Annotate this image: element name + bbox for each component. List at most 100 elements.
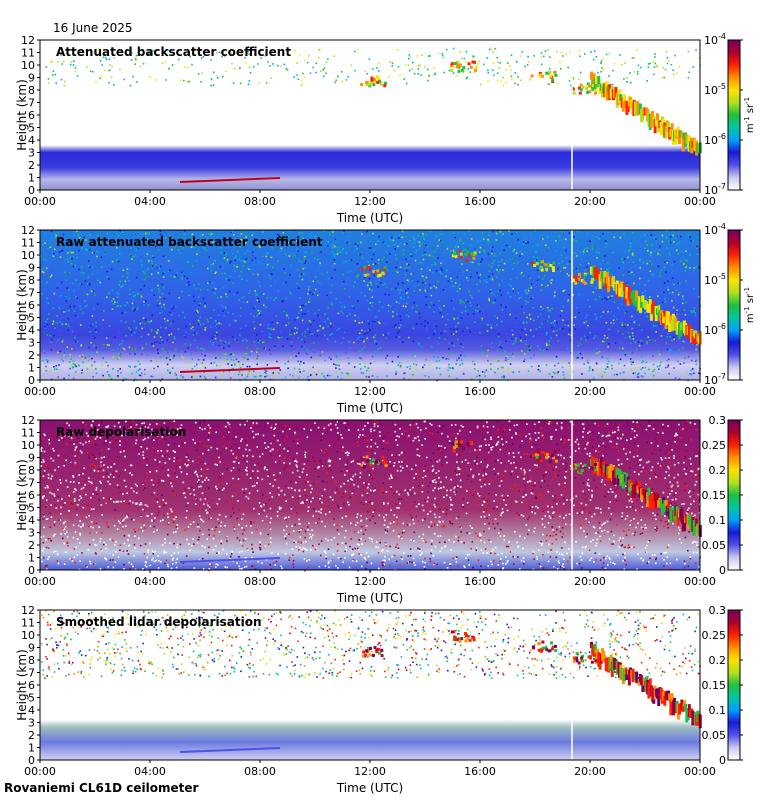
y-tick-label: 6 bbox=[28, 489, 35, 502]
y-tick-label: 5 bbox=[28, 692, 35, 705]
y-axis-label: Height (km) bbox=[15, 649, 29, 720]
panel-title: Attenuated backscatter coefficient bbox=[56, 45, 291, 59]
y-tick-label: 2 bbox=[28, 539, 35, 552]
y-tick-label: 11 bbox=[21, 237, 35, 250]
y-tick-label: 12 bbox=[21, 604, 35, 617]
colorbar-tick-label: 0.3 bbox=[709, 604, 727, 617]
x-axis-label: Time (UTC) bbox=[336, 211, 403, 225]
panel-1: Attenuated backscatter coefficient012345… bbox=[15, 34, 716, 225]
panel-4: Smoothed lidar depolarisation01234567891… bbox=[15, 604, 716, 795]
y-tick-label: 4 bbox=[28, 324, 35, 337]
y-tick-label: 3 bbox=[28, 147, 35, 160]
colorbar-unit: m-1 sr-1 bbox=[743, 97, 756, 133]
y-tick-label: 5 bbox=[28, 502, 35, 515]
y-tick-label: 7 bbox=[28, 287, 35, 300]
x-tick-label: 00:00 bbox=[24, 195, 56, 208]
colorbar-tick-label: 0.2 bbox=[709, 654, 727, 667]
y-tick-label: 1 bbox=[28, 552, 35, 565]
y-tick-label: 8 bbox=[28, 464, 35, 477]
y-tick-label: 7 bbox=[28, 477, 35, 490]
colorbar-tick-label: 0.15 bbox=[702, 489, 727, 502]
x-tick-label: 00:00 bbox=[24, 575, 56, 588]
y-tick-label: 5 bbox=[28, 312, 35, 325]
y-tick-label: 8 bbox=[28, 274, 35, 287]
y-tick-label: 0 bbox=[28, 564, 35, 577]
y-tick-label: 9 bbox=[28, 72, 35, 85]
colorbar-tick-label: 10-7 bbox=[704, 372, 726, 387]
y-tick-label: 3 bbox=[28, 717, 35, 730]
colorbar-tick-label: 0.25 bbox=[702, 439, 727, 452]
y-tick-label: 0 bbox=[28, 184, 35, 197]
y-tick-label: 11 bbox=[21, 427, 35, 440]
y-tick-label: 2 bbox=[28, 159, 35, 172]
x-tick-label: 16:00 bbox=[464, 385, 496, 398]
colorbar-1: 10-7 10-6 10-5 10-4 m-1 sr-1 bbox=[704, 32, 756, 197]
x-tick-label: 00:00 bbox=[24, 765, 56, 778]
panel-title: Smoothed lidar depolarisation bbox=[56, 615, 262, 629]
colorbar-tick-label: 10-5 bbox=[704, 82, 726, 97]
y-tick-label: 2 bbox=[28, 729, 35, 742]
x-tick-label: 08:00 bbox=[244, 765, 276, 778]
x-tick-label: 04:00 bbox=[134, 765, 166, 778]
x-axis-label: Time (UTC) bbox=[336, 401, 403, 415]
y-tick-label: 0 bbox=[28, 374, 35, 387]
colorbar-tick-label: 0.15 bbox=[702, 679, 727, 692]
x-tick-label: 04:00 bbox=[134, 575, 166, 588]
y-axis-label: Height (km) bbox=[15, 79, 29, 150]
y-tick-label: 8 bbox=[28, 84, 35, 97]
x-tick-label: 08:00 bbox=[244, 385, 276, 398]
y-axis-label: Height (km) bbox=[15, 269, 29, 340]
colorbar-tick-label: 0.3 bbox=[709, 414, 727, 427]
y-tick-label: 10 bbox=[21, 629, 35, 642]
colorbar-3: 0 0.05 0.1 0.15 0.2 0.25 0.3 bbox=[702, 414, 743, 577]
y-tick-label: 12 bbox=[21, 34, 35, 47]
x-tick-label: 20:00 bbox=[574, 195, 606, 208]
y-tick-label: 12 bbox=[21, 414, 35, 427]
x-tick-label: 08:00 bbox=[244, 575, 276, 588]
x-tick-label: 04:00 bbox=[134, 385, 166, 398]
colorbar-tick-label: 10-7 bbox=[704, 182, 726, 197]
colorbar-tick-label: 0.1 bbox=[709, 704, 727, 717]
y-tick-label: 9 bbox=[28, 262, 35, 275]
y-tick-label: 7 bbox=[28, 97, 35, 110]
colorbar-tick-label: 10-6 bbox=[704, 132, 726, 147]
y-axis-label: Height (km) bbox=[15, 459, 29, 530]
colorbar-tick-label: 10-5 bbox=[704, 272, 726, 287]
y-tick-label: 4 bbox=[28, 704, 35, 717]
colorbar-tick-label: 10-4 bbox=[704, 222, 726, 237]
x-tick-label: 12:00 bbox=[354, 195, 386, 208]
x-axis-label: Time (UTC) bbox=[336, 591, 403, 605]
colorbar-tick-label: 0 bbox=[719, 754, 726, 767]
y-tick-label: 8 bbox=[28, 654, 35, 667]
x-tick-label: 12:00 bbox=[354, 765, 386, 778]
y-tick-label: 4 bbox=[28, 514, 35, 527]
x-tick-label: 20:00 bbox=[574, 765, 606, 778]
colorbar-4: 0 0.05 0.1 0.15 0.2 0.25 0.3 bbox=[702, 604, 743, 767]
x-tick-label: 00:00 bbox=[684, 385, 716, 398]
colorbar-tick-label: 0 bbox=[719, 564, 726, 577]
x-axis-label: Time (UTC) bbox=[336, 781, 403, 795]
x-tick-label: 00:00 bbox=[24, 385, 56, 398]
y-tick-label: 10 bbox=[21, 439, 35, 452]
y-tick-label: 1 bbox=[28, 172, 35, 185]
y-tick-label: 6 bbox=[28, 109, 35, 122]
panel-title: Raw attenuated backscatter coefficient bbox=[56, 235, 323, 249]
x-tick-label: 00:00 bbox=[684, 195, 716, 208]
y-tick-label: 11 bbox=[21, 617, 35, 630]
colorbar-tick-label: 0.25 bbox=[702, 629, 727, 642]
panel-3: Raw depolarisation0123456789101112Height… bbox=[15, 414, 716, 605]
colorbar-tick-label: 0.2 bbox=[709, 464, 727, 477]
date-label: 16 June 2025 bbox=[53, 21, 133, 35]
y-tick-label: 1 bbox=[28, 362, 35, 375]
colorbar-tick-label: 0.05 bbox=[702, 539, 727, 552]
y-tick-label: 3 bbox=[28, 527, 35, 540]
x-tick-label: 08:00 bbox=[244, 195, 276, 208]
colorbar-2: 10-7 10-6 10-5 10-4 m-1 sr-1 bbox=[704, 222, 756, 387]
y-tick-label: 10 bbox=[21, 249, 35, 262]
x-tick-label: 20:00 bbox=[574, 385, 606, 398]
y-tick-label: 9 bbox=[28, 452, 35, 465]
y-tick-label: 1 bbox=[28, 742, 35, 755]
x-tick-label: 20:00 bbox=[574, 575, 606, 588]
colorbar-tick-label: 10-6 bbox=[704, 322, 726, 337]
